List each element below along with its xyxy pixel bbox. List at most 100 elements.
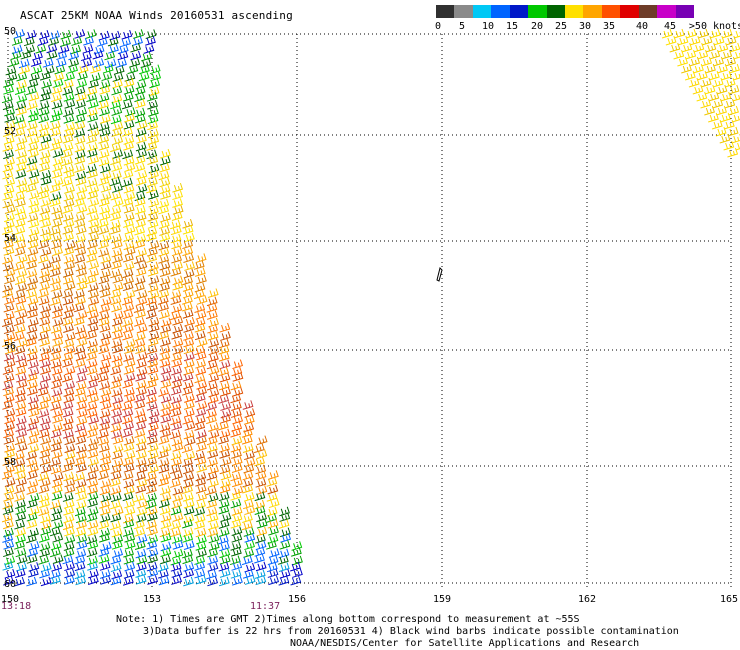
wind-barb [160,519,172,530]
wind-barb [50,540,62,551]
wind-barb [97,218,109,228]
wind-barb [97,428,109,439]
wind-barb [136,247,147,258]
wind-barb [16,184,28,194]
wind-barb [170,415,182,426]
wind-barb [292,568,303,578]
wind-barb [39,155,51,166]
wind-barb [194,330,206,341]
wind-barb [182,239,194,250]
wind-barb [16,476,27,487]
wind-barb [254,491,266,502]
lon-label-156: 156 [287,594,307,605]
wind-barb [244,575,256,585]
wind-barb [2,380,14,391]
wind-barb [98,470,109,481]
wind-barb [98,365,110,376]
wind-barb [100,254,112,264]
wind-barb [110,211,121,222]
wind-barb [160,401,172,411]
wind-barb [171,365,182,376]
wind-barb [16,337,28,348]
wind-barb [136,463,148,474]
wind-barb [709,49,721,60]
wind-barb [104,50,116,61]
wind-barb [182,527,194,537]
wind-barb [172,485,184,496]
wind-barb [122,295,133,306]
wind-barb [134,239,146,249]
wind-barb [76,365,88,375]
wind-barb [100,183,112,193]
wind-barb [26,379,38,390]
wind-barb [116,58,127,68]
wind-barb [266,506,278,517]
wind-barb [99,393,111,404]
wind-barb [111,316,123,327]
wind-barb [208,541,220,551]
wind-barb [122,197,134,207]
wind-barb [134,113,146,124]
wind-barb [147,463,159,474]
wind-barb [219,554,231,565]
note-line-2: 3)Data buffer is 22 hrs from 20160531 4)… [143,626,679,637]
wind-barb [206,498,218,509]
wind-barb [4,448,15,459]
wind-barb [14,540,25,550]
wind-barb [61,372,73,383]
wind-barb [86,408,98,418]
wind-barb [4,442,16,453]
wind-barb [4,204,16,214]
wind-barb [27,295,39,306]
wind-barb [16,282,28,293]
wind-barb [135,218,146,229]
wind-barb [278,575,290,586]
wind-barb [184,232,195,243]
wind-barb [677,35,689,46]
wind-barb [218,527,230,537]
wind-barb [183,253,195,263]
wind-barb [51,232,62,243]
wind-barb [63,218,75,229]
wind-barb [220,331,231,341]
wind-barb [254,553,265,564]
wind-barb [725,35,737,46]
wind-barb [196,429,207,440]
wind-barb [38,128,49,138]
wind-barb [52,246,63,257]
wind-barb [159,282,170,292]
wind-barb [58,44,70,54]
wind-barb [26,259,37,270]
wind-barb [38,106,50,117]
wind-barb [146,231,157,242]
wind-barb [123,420,135,431]
wind-barb [135,471,146,481]
wind-barb [39,477,51,488]
wind-barb [99,505,111,516]
wind-barb [111,387,123,398]
wind-barb [112,78,123,89]
wind-barb [51,365,63,376]
wind-barb [148,408,160,419]
wind-barb [87,561,98,571]
wind-barb [28,359,39,369]
wind-barb [2,169,14,180]
wind-barb [100,232,112,243]
wind-barb [38,506,50,517]
wind-barb [121,400,133,411]
wind-barb [62,492,74,502]
wind-barb [194,506,206,517]
wind-barb [122,169,134,179]
wind-barb [28,527,39,538]
wind-barb [110,295,122,306]
wind-barb [88,127,100,138]
wind-barb [124,358,136,368]
wind-barb [704,105,715,116]
wind-barb [146,505,158,516]
wind-barb [290,575,302,586]
wind-barb [145,499,157,509]
lon-label-165: 165 [719,594,739,605]
wind-barb [75,435,87,445]
legend-swatch [528,5,548,18]
wind-barb [172,275,184,286]
